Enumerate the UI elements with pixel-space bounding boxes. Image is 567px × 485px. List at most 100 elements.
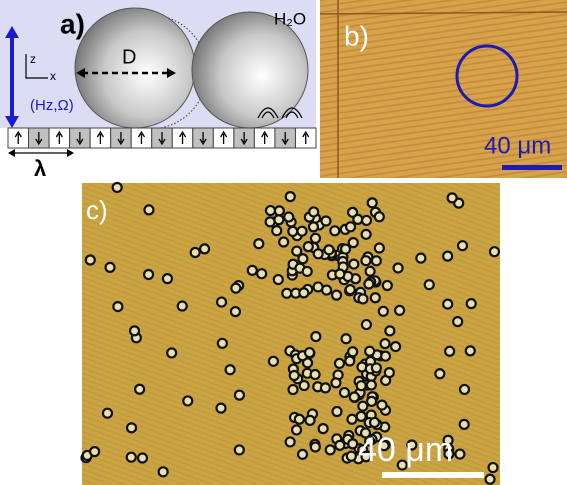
particle [130,326,139,335]
particle [286,192,295,201]
particle [248,266,257,275]
particle [106,263,115,272]
particle [460,420,469,429]
particle [274,275,283,284]
particle [372,363,381,372]
particle [362,320,371,329]
particle [347,452,356,461]
particle [460,385,469,394]
particle [138,454,147,463]
particle [364,279,373,288]
particle [298,450,307,459]
particle [367,397,376,406]
particle [286,437,295,446]
particle [349,238,358,247]
particle [314,249,323,258]
particle [311,370,320,379]
axis-x: x [50,69,56,83]
period-label: λ [34,156,46,181]
particle [377,401,386,410]
particle [292,425,301,434]
particle [443,252,452,261]
particle [103,409,112,418]
sphere [192,12,308,128]
particle [144,205,153,214]
particle [353,215,362,224]
particle [306,416,315,425]
particle [335,359,344,368]
particle [358,402,367,411]
particle [266,217,275,226]
particle [458,241,467,250]
particle [314,282,323,291]
diameter-label: D [122,46,136,68]
scale-label: 40 μm [484,132,551,159]
particle [366,267,375,276]
particle [361,256,370,265]
scale-label: 40 μm [358,431,453,469]
particle [466,346,475,355]
particle [90,447,99,456]
particle [362,230,371,239]
particle [371,293,380,302]
particle [435,369,444,378]
particle [218,339,227,348]
particle [331,378,340,387]
particle [324,245,333,254]
particle [127,423,136,432]
particle [183,396,192,405]
scale-bar [502,165,562,170]
particle [217,298,226,307]
particle [319,424,328,433]
particle [385,368,394,377]
particle [290,371,299,380]
particle [295,415,304,424]
particle [275,206,284,215]
particle [445,347,454,356]
particle [113,183,122,192]
particle [309,222,318,231]
particle [226,365,235,374]
particle [311,234,320,243]
particle [348,415,357,424]
particle [342,334,351,343]
page: D a) H₂O z x (Hz,Ω) λ b) 40 μm c) 40 μm … [0,0,567,485]
particle [357,381,366,390]
particle [367,380,376,389]
particle [305,348,314,357]
particle [332,291,341,300]
particle [345,357,354,366]
panel-label: a) [60,8,85,39]
particle [448,193,457,202]
particle [321,216,330,225]
particle [350,393,359,402]
particle [292,247,301,256]
particle [127,453,136,462]
particle [86,255,95,264]
particle [489,463,498,472]
medium-label: H₂O [274,9,306,28]
particle [391,342,400,351]
particle [443,300,452,309]
panel-b: b) 40 μm [320,0,567,178]
panel-c: c) 40 μm [82,183,500,485]
particle [357,412,366,421]
particle [272,226,281,235]
particle [300,381,309,390]
particle [379,307,388,316]
particle [370,418,379,427]
particle [362,216,371,225]
figure: D a) H₂O z x (Hz,Ω) λ b) 40 μm c) 40 μm [0,0,567,485]
particle [349,260,358,269]
particle [284,213,293,222]
particle [309,207,318,216]
particle [383,281,392,290]
particle [235,391,244,400]
particle [266,206,275,215]
particle [346,222,355,231]
particle [144,270,153,279]
particle [332,407,341,416]
scale-bar [382,472,484,478]
particle [341,245,350,254]
particle [282,289,291,298]
